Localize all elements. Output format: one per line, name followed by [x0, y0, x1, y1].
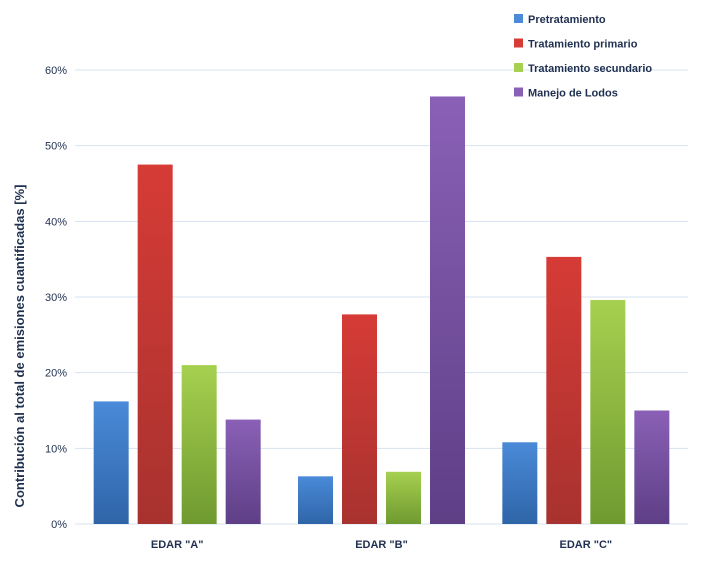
legend-label: Manejo de Lodos	[528, 88, 618, 100]
bar	[590, 300, 626, 524]
y-tick-label: 40%	[45, 216, 67, 228]
legend-swatch	[514, 87, 523, 97]
y-tick-label: 0%	[51, 519, 67, 531]
legend-swatch	[514, 63, 523, 72]
legend: Pretratamiento Tratamiento primario Tratam…	[514, 14, 652, 100]
legend-swatch	[514, 38, 523, 48]
y-tick-label: 20%	[45, 368, 67, 380]
x-category-label: EDAR "B"	[355, 539, 408, 551]
y-tick-label: 30%	[45, 292, 67, 304]
bar	[93, 401, 129, 524]
bar	[502, 442, 538, 524]
bar	[181, 365, 217, 524]
bar	[225, 419, 261, 524]
bar	[634, 410, 670, 524]
bar	[546, 256, 582, 524]
gridlines	[75, 69, 688, 525]
legend-label: Tratamiento primario	[528, 39, 638, 51]
bar	[137, 164, 173, 525]
x-category-label: EDAR "C"	[560, 539, 613, 551]
legend-swatch	[514, 14, 523, 23]
bar	[430, 96, 465, 524]
bar	[298, 476, 333, 524]
legend-label: Pretratamiento	[528, 14, 606, 26]
x-category-label: EDAR "A"	[151, 539, 204, 551]
y-axis-label: Contribución al total de emisiones cuant…	[12, 185, 27, 508]
y-tick-label: 10%	[45, 443, 67, 455]
bar	[386, 471, 421, 524]
y-tick-label: 60%	[45, 65, 67, 77]
y-tick-label: 50%	[45, 141, 67, 153]
legend-label: Tratamiento secundario	[528, 63, 652, 75]
axes: 0% 10% 20% 30% 40% 50% 60% EDAR "A" EDAR "B" EDAR…	[45, 65, 612, 551]
bar	[342, 314, 377, 524]
bars	[93, 96, 670, 525]
